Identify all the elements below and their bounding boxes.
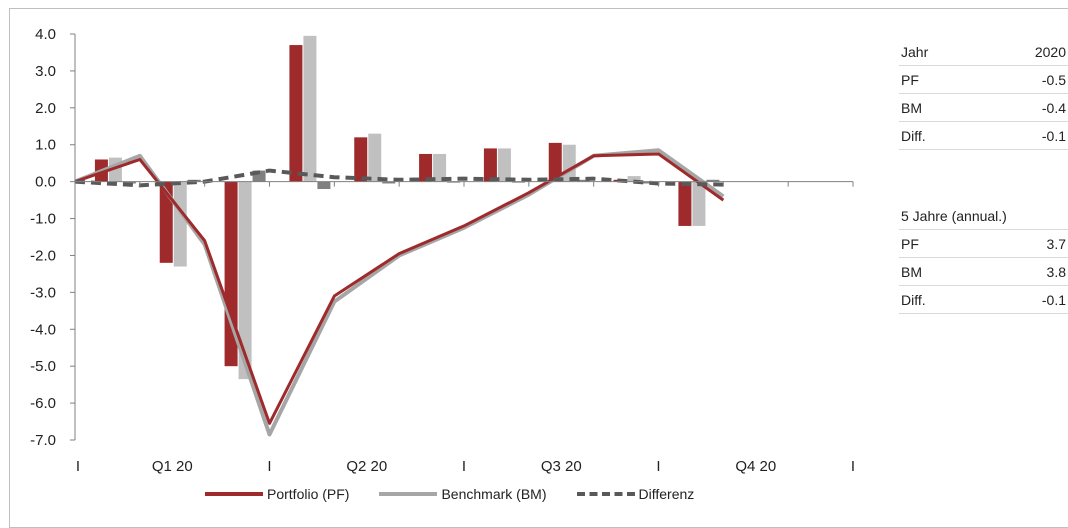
bar-bm bbox=[692, 181, 706, 226]
bar-diff bbox=[317, 181, 331, 190]
five-year-row-label: PF bbox=[899, 229, 998, 258]
bar-pf bbox=[548, 142, 562, 182]
y-tick-label: -2.0 bbox=[30, 247, 56, 264]
line-pf bbox=[74, 152, 725, 425]
year-row-bm: BM -0.4 bbox=[899, 93, 1068, 122]
year-row-label: BM bbox=[899, 93, 998, 122]
year-table: Jahr 2020 PF -0.5 BM -0.4 Diff. -0.1 bbox=[899, 38, 1068, 150]
bar-bm bbox=[173, 181, 187, 267]
y-tick-label: 4.0 bbox=[35, 26, 56, 43]
five-year-table-header: 5 Jahre (annual.) bbox=[899, 202, 1068, 230]
five-year-row-bm: BM 3.8 bbox=[899, 257, 1068, 286]
x-tick-label: Q2 20 bbox=[346, 458, 387, 475]
year-row-value: -0.4 bbox=[997, 93, 1068, 122]
y-tick-label: -1.0 bbox=[30, 211, 56, 228]
y-tick-label: 0.0 bbox=[35, 174, 56, 191]
bar-diff bbox=[576, 179, 590, 182]
five-year-header-label: 5 Jahre (annual.) bbox=[899, 202, 1068, 230]
y-tick-label: 2.0 bbox=[35, 100, 56, 117]
bar-pf bbox=[159, 181, 173, 263]
legend-label-diff: Differenz bbox=[638, 486, 695, 502]
bar-diff bbox=[382, 181, 396, 184]
y-tick-label: -4.0 bbox=[30, 321, 56, 338]
five-year-row-label: Diff. bbox=[899, 285, 998, 314]
quarter-separator: I bbox=[267, 458, 271, 475]
five-year-table: 5 Jahre (annual.) PF 3.7 BM 3.8 Diff. -0… bbox=[899, 202, 1068, 314]
legend-swatch-pf bbox=[205, 492, 263, 496]
line-diff bbox=[74, 168, 724, 188]
bar-bm bbox=[497, 148, 511, 182]
bar-pf bbox=[678, 181, 692, 226]
performance-chart: 4.0 3.0 2.0 1.0 0.0 -1.0 -2.0 -3.0 -4.0 -5.0 -6.0 -… bbox=[30, 26, 855, 475]
legend-label-bm: Benchmark (BM) bbox=[441, 486, 547, 502]
year-row-label: Diff. bbox=[899, 121, 998, 150]
bar-pf bbox=[419, 153, 433, 182]
quarter-separator: I bbox=[462, 458, 466, 475]
quarter-separator: I bbox=[656, 458, 660, 475]
year-row-value: -0.5 bbox=[997, 65, 1068, 94]
quarter-separator: I bbox=[76, 458, 80, 475]
legend-label-pf: Portfolio (PF) bbox=[267, 486, 350, 502]
bar-bm bbox=[238, 181, 252, 380]
bar-diff bbox=[122, 181, 136, 184]
bar-diff bbox=[706, 179, 720, 182]
bar-bm bbox=[562, 144, 576, 182]
y-tick-label: -3.0 bbox=[30, 284, 56, 301]
year-table-header: Jahr 2020 bbox=[899, 38, 1068, 66]
five-year-row-value: -0.1 bbox=[997, 285, 1068, 314]
year-header-label: Jahr bbox=[899, 38, 998, 66]
five-year-row-label: BM bbox=[899, 257, 998, 286]
x-tick-label: Q4 20 bbox=[735, 458, 776, 475]
legend-swatch-diff bbox=[576, 492, 635, 496]
legend-item-bm: Benchmark (BM) bbox=[379, 486, 547, 502]
x-tick-label: Q1 20 bbox=[152, 458, 193, 475]
y-tick-label: -7.0 bbox=[30, 432, 56, 449]
five-year-row-value: 3.8 bbox=[997, 257, 1068, 286]
bar-bm bbox=[368, 133, 382, 182]
bar-bm bbox=[627, 176, 641, 182]
x-tick-label: Q3 20 bbox=[541, 458, 582, 475]
chart-legend: Portfolio (PF) Benchmark (BM) Differenz bbox=[205, 486, 724, 502]
y-tick-label: -5.0 bbox=[30, 358, 56, 375]
y-tick-label: 1.0 bbox=[35, 137, 56, 154]
y-tick-label: 3.0 bbox=[35, 63, 56, 80]
bar-bm bbox=[303, 35, 317, 182]
year-row-label: PF bbox=[899, 65, 998, 94]
y-tick-label: -6.0 bbox=[30, 395, 56, 412]
bar-pf bbox=[289, 45, 303, 182]
legend-swatch-bm bbox=[379, 492, 438, 496]
legend-item-diff: Differenz bbox=[576, 486, 695, 502]
year-row-pf: PF -0.5 bbox=[899, 65, 1068, 94]
legend-item-pf: Portfolio (PF) bbox=[205, 486, 349, 502]
year-row-diff: Diff. -0.1 bbox=[899, 121, 1068, 150]
bar-pf bbox=[483, 148, 497, 182]
five-year-row-pf: PF 3.7 bbox=[899, 229, 1068, 258]
five-year-row-diff: Diff. -0.1 bbox=[899, 285, 1068, 314]
year-header-value: 2020 bbox=[997, 38, 1068, 66]
bar-diff bbox=[641, 181, 655, 184]
bar-diff bbox=[252, 170, 266, 182]
five-year-row-value: 3.7 bbox=[997, 229, 1068, 258]
year-row-value: -0.1 bbox=[997, 121, 1068, 150]
bar-pf bbox=[354, 137, 368, 182]
bar-bm bbox=[433, 153, 447, 182]
quarter-separator: I bbox=[851, 458, 855, 475]
